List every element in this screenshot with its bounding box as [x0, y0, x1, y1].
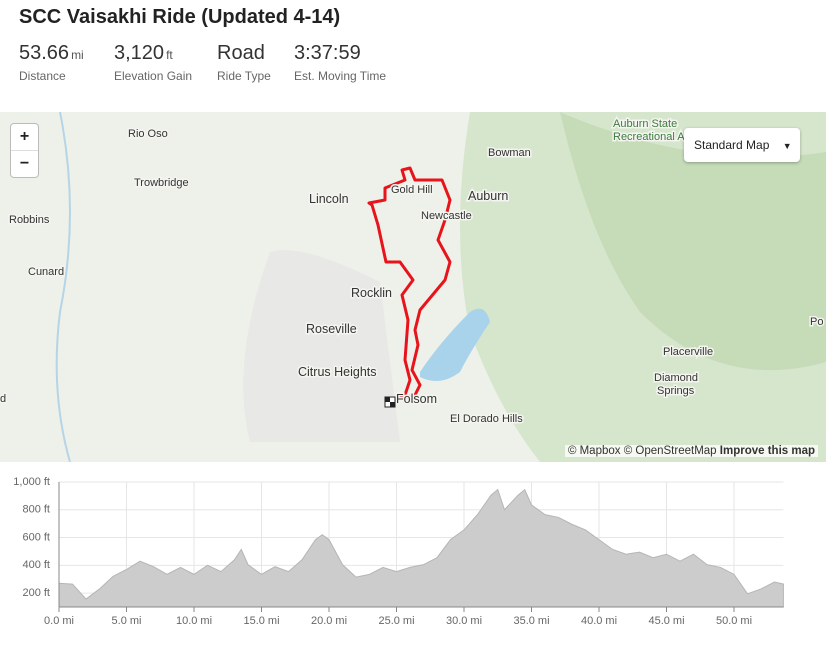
y-tick-label: 600 ft — [22, 531, 50, 543]
improve-link[interactable]: Improve this map — [719, 445, 815, 457]
place-label: Diamond — [654, 372, 698, 384]
zoom-out[interactable]: − — [11, 150, 38, 177]
place-label: Folsom — [396, 392, 437, 406]
stat-value-row: Road — [217, 42, 271, 65]
place-label: Lincoln — [309, 192, 349, 206]
x-tick-label: 50.0 mi — [716, 615, 752, 627]
stat: 3,120 ft Elevation Gain — [114, 42, 192, 83]
stat-label: Elevation Gain — [114, 69, 193, 83]
x-tick-label: 20.0 mi — [311, 615, 347, 627]
elevation-chart: 200 ft 400 ft 600 ft 800 ft 1,000 ft 0.0 mi 5.… — [13, 476, 784, 627]
x-tick-label: 10.0 mi — [176, 615, 212, 627]
place-label: Citrus Heights — [298, 365, 377, 379]
attribution-text[interactable]: © Mapbox © OpenStreetMap — [567, 445, 717, 457]
x-tick-label: 40.0 mi — [581, 615, 617, 627]
place-label: Trowbridge — [134, 177, 189, 189]
elevation-area — [58, 488, 784, 608]
stat-value: 3:37:59 — [294, 42, 361, 64]
stat-value-row: 3,120 ft — [114, 42, 192, 65]
stat: 53.66 mi Distance — [19, 42, 84, 83]
place-label: Po — [810, 316, 823, 328]
x-tick-label: 45.0 mi — [648, 615, 684, 627]
stat-unit: mi — [71, 48, 84, 62]
place-label: Robbins — [9, 214, 50, 226]
y-tick-label: 400 ft — [22, 559, 50, 571]
x-tick-label: 25.0 mi — [378, 615, 414, 627]
place-label: Gold Hill — [391, 184, 433, 196]
stat-unit: ft — [166, 48, 173, 62]
x-tick-label: 35.0 mi — [513, 615, 549, 627]
route-title: SCC Vaisakhi Ride (Updated 4-14) — [19, 6, 341, 28]
y-tick-label: 800 ft — [22, 504, 50, 516]
place-label: Rio Oso — [128, 128, 168, 140]
river — [55, 112, 71, 462]
place-label: Cunard — [28, 266, 64, 278]
stat-label: Est. Moving Time — [294, 69, 387, 83]
stat-value: 53.66 — [19, 42, 70, 64]
zoom-controls: + − — [10, 123, 39, 178]
finish-flag — [384, 396, 396, 408]
x-tick-label: 5.0 mi — [112, 615, 142, 627]
place-label: d — [0, 393, 6, 405]
x-tick-label: 15.0 mi — [243, 615, 279, 627]
stat-value: 3,120 — [114, 42, 165, 64]
stat-value-row: 53.66 mi — [19, 42, 84, 65]
stat: Road Ride Type — [217, 42, 271, 83]
stat-value: Road — [217, 42, 265, 64]
place-label: Springs — [657, 385, 695, 397]
map-style-button[interactable]: Standard Map ▼ — [684, 128, 800, 162]
place-label: Recreational A — [613, 131, 685, 143]
x-tick-label: 30.0 mi — [446, 615, 482, 627]
y-tick-label: 200 ft — [22, 587, 50, 599]
map-style-label: Standard Map — [694, 138, 770, 152]
place-label: Bowman — [488, 147, 531, 159]
place-label: El Dorado Hills — [450, 413, 523, 425]
terrain — [560, 112, 826, 371]
stat-label: Ride Type — [217, 69, 271, 83]
place-label: Newcastle — [421, 210, 472, 222]
y-tick-label: 1,000 ft — [13, 476, 50, 488]
place-label: Rocklin — [351, 286, 392, 300]
place-label: Auburn — [468, 189, 508, 203]
place-label: Auburn State — [613, 118, 677, 130]
x-tick-label: 0.0 mi — [44, 615, 74, 627]
route-line — [367, 166, 452, 404]
stat-value-row: 3:37:59 — [294, 42, 386, 65]
place-label: Placerville — [663, 346, 713, 358]
place-label: Roseville — [306, 322, 357, 336]
zoom-in[interactable]: + — [19, 128, 30, 145]
lake — [420, 308, 490, 381]
stat: 3:37:59 Est. Moving Time — [294, 42, 386, 83]
urban-area — [243, 250, 400, 442]
attribution: © Mapbox © OpenStreetMap Improve this ma… — [564, 445, 818, 457]
stat-label: Distance — [19, 69, 66, 83]
